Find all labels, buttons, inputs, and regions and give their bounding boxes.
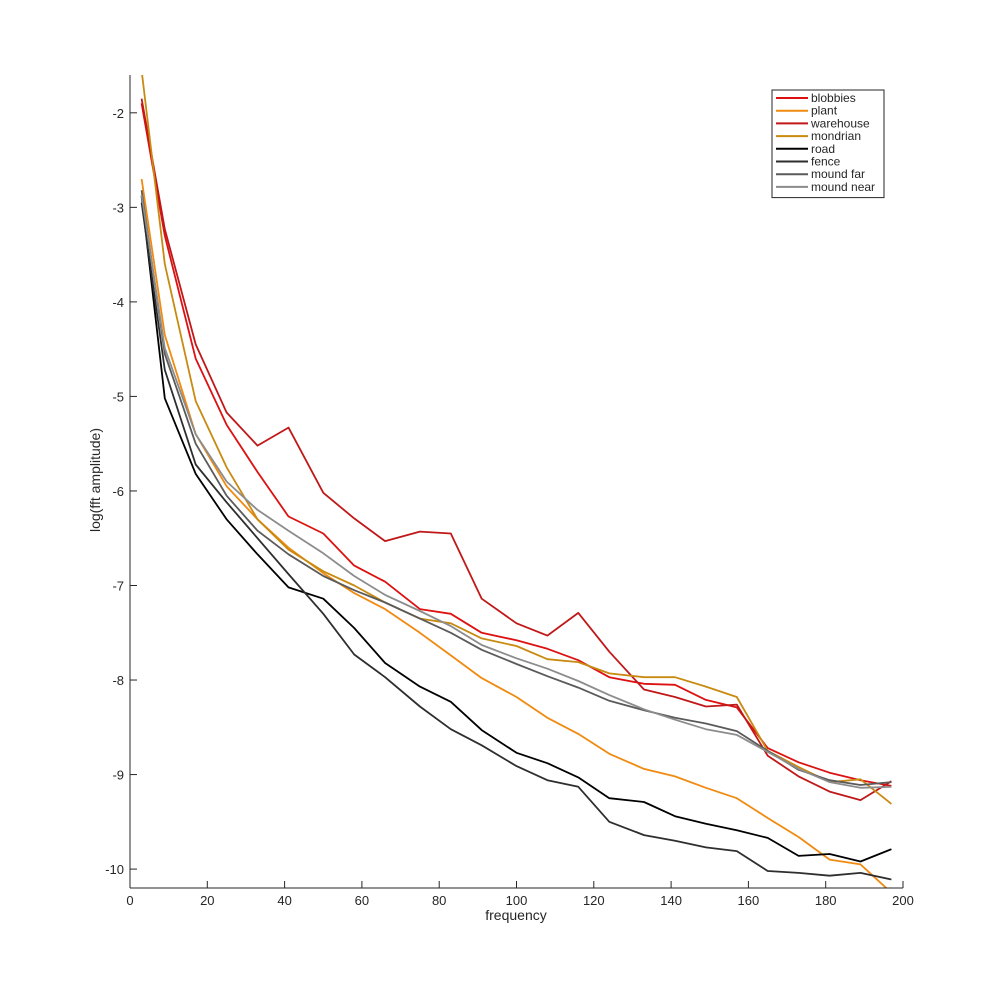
y-tick-label: -10: [105, 862, 124, 877]
series-line-road: [140, 195, 892, 863]
x-tick-label: 80: [432, 893, 446, 908]
series-line-warehouse: [140, 98, 892, 801]
series-line-fence: [140, 202, 892, 881]
x-tick-label: 200: [892, 893, 914, 908]
legend-label-warehouse: warehouse: [810, 116, 870, 130]
legend-label-mound-near: mound near: [811, 180, 875, 194]
series-line-mound-near: [140, 194, 892, 789]
y-axis-label: log(fft amplitude): [87, 428, 103, 532]
x-tick-label: 180: [815, 893, 837, 908]
x-tick-label: 0: [126, 893, 133, 908]
legend-label-mondrian: mondrian: [811, 129, 861, 143]
legend-label-fence: fence: [811, 155, 841, 169]
y-tick-label: -2: [112, 106, 124, 121]
y-tick-label: -4: [112, 295, 124, 310]
x-tick-label: 120: [583, 893, 605, 908]
series-line-blobbies: [140, 103, 892, 787]
x-tick-label: 40: [277, 893, 291, 908]
y-tick-label: -9: [112, 768, 124, 783]
y-tick-label: -3: [112, 200, 124, 215]
y-tick-label: -8: [112, 673, 124, 688]
legend-label-mound-far: mound far: [811, 167, 865, 181]
legend-label-plant: plant: [811, 104, 838, 118]
y-tick-label: -7: [112, 578, 124, 593]
legend: blobbiesplantwarehousemondrianroadfencem…: [771, 89, 885, 199]
x-tick-label: 140: [660, 893, 682, 908]
y-tick-label: -6: [112, 484, 124, 499]
legend-label-road: road: [811, 142, 835, 156]
x-tick-label: 160: [738, 893, 760, 908]
x-axis-label: frequency: [485, 907, 546, 923]
plot-area: [140, 75, 892, 888]
y-tick-label: -5: [112, 389, 124, 404]
legend-box: [771, 89, 885, 199]
x-tick-label: 100: [506, 893, 528, 908]
legend-label-blobbies: blobbies: [811, 91, 856, 105]
axes: 0 20 40 60 80 100 120 140 160 180 200 -10 -9 -8 -7 -6 -5…: [105, 75, 914, 908]
x-tick-label: 20: [200, 893, 214, 908]
x-tick-label: 60: [355, 893, 369, 908]
